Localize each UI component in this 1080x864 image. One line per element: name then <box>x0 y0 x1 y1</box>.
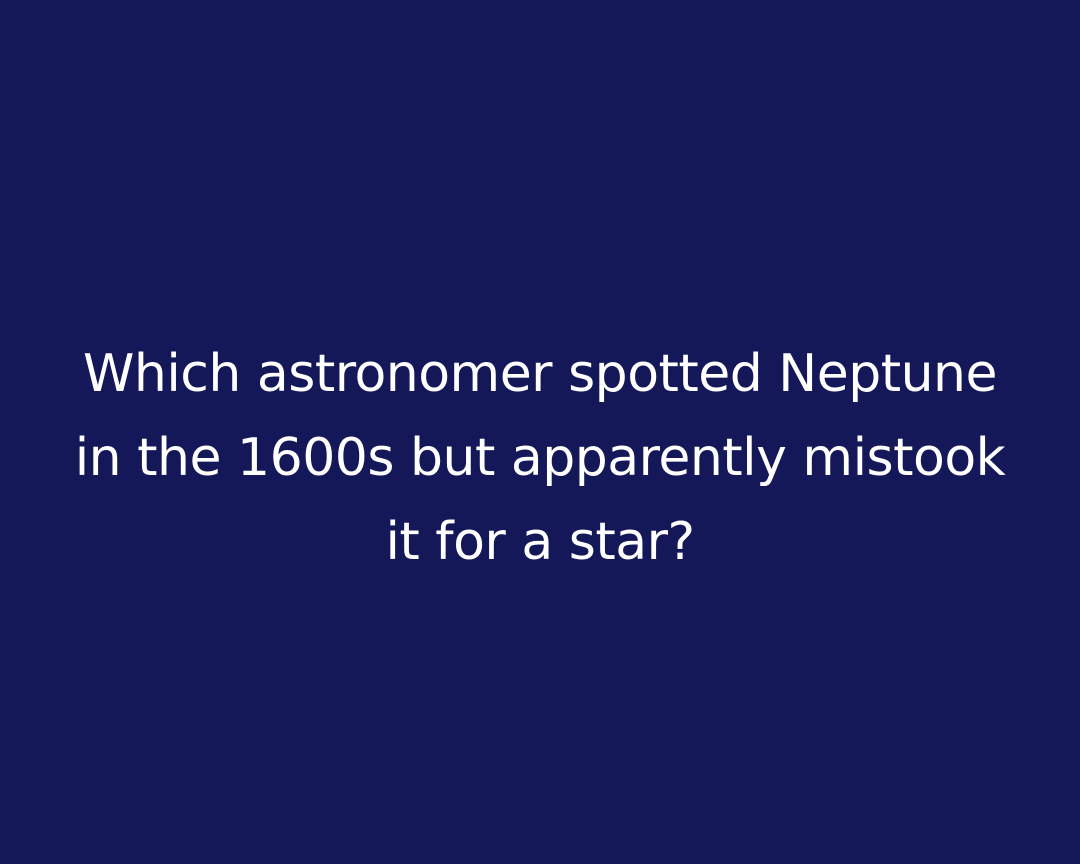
question-line-3: it for a star? <box>385 512 695 572</box>
question-line-1: Which astronomer spotted Neptune <box>82 344 998 404</box>
question-line-2: in the 1600s but apparently mistook <box>74 428 1006 488</box>
question-text: Which astronomer spotted Neptune in the … <box>20 332 1060 584</box>
